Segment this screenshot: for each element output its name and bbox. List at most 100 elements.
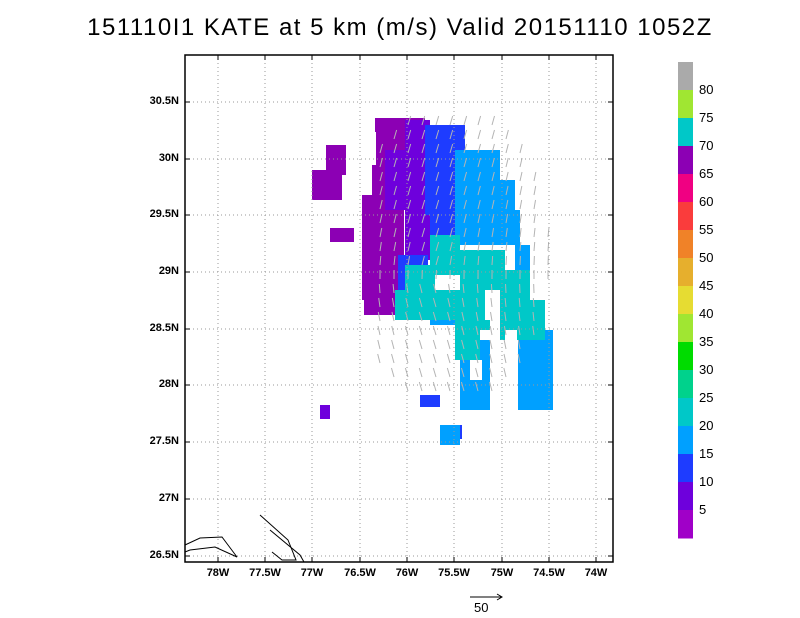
lon-tick-label: 78W: [206, 567, 230, 579]
lat-tick-label: 30N: [158, 152, 179, 164]
wind-arrow: [477, 199, 481, 210]
wind-arrow: [404, 339, 409, 350]
colorbar-label: 25: [699, 390, 714, 405]
wind-arrow: [491, 255, 494, 266]
wind-arrow: [393, 129, 398, 140]
wind-arrow: [435, 157, 440, 168]
wind-arrow: [393, 199, 397, 210]
wind-arrow: [421, 185, 426, 196]
wind-arrow: [477, 157, 481, 168]
wind-arrow: [462, 283, 465, 294]
wind-arrow: [449, 227, 453, 238]
wind-arrow: [449, 115, 454, 126]
colorbar-segment: [678, 146, 693, 175]
colorbar-label: 10: [699, 474, 714, 489]
lat-tick-label: 29.5N: [149, 208, 179, 220]
wind-arrow: [519, 199, 523, 210]
colorbar-segment: [678, 286, 693, 315]
wind-arrow: [519, 227, 522, 238]
wind-arrow: [377, 311, 381, 322]
wind-arrow: [461, 311, 465, 322]
axis-ticks: [185, 55, 613, 562]
wind-arrow: [379, 199, 383, 210]
wind-arrow: [518, 311, 521, 322]
wind-arrow: [504, 311, 507, 322]
wind-arrow: [532, 311, 535, 322]
colorbar-segment: [678, 118, 693, 147]
wind-arrow: [446, 325, 451, 336]
wind-speed-field: [312, 115, 553, 445]
wind-arrow: [505, 129, 509, 140]
wind-arrow: [449, 199, 454, 210]
wind-arrow: [407, 213, 412, 224]
wind-arrow: [379, 171, 383, 182]
lat-tick-label: 28.5N: [149, 322, 179, 334]
wind-arrow: [463, 199, 467, 210]
wind-arrow: [393, 227, 397, 238]
wind-arrow: [503, 339, 507, 350]
lon-tick-label: 77W: [300, 567, 324, 579]
wind-arrow: [405, 325, 409, 336]
wind-arrow: [391, 311, 395, 322]
no-data-cell: [505, 330, 517, 370]
wind-speed-cell: [326, 145, 346, 175]
wind-arrow: [491, 171, 495, 182]
wind-arrow: [406, 283, 409, 294]
wind-arrow: [393, 213, 397, 224]
wind-arrow: [405, 311, 409, 322]
map-title: 151110I1 KATE at 5 km (m/s) Valid 201511…: [87, 14, 713, 41]
wind-arrow: [519, 185, 523, 196]
wind-speed-cell: [518, 330, 553, 410]
wind-arrow: [418, 339, 423, 350]
wind-arrow: [491, 241, 494, 252]
wind-arrow: [418, 367, 423, 378]
coastline-abaco: [184, 536, 238, 558]
wind-arrow: [393, 143, 398, 154]
colorbar-label: 50: [699, 250, 714, 265]
lon-tick-label: 76.5W: [344, 567, 376, 579]
wind-arrow: [418, 311, 423, 322]
wind-arrow: [491, 185, 495, 196]
wind-arrow: [489, 325, 493, 336]
wind-arrow: [505, 143, 509, 154]
wind-arrow: [432, 339, 437, 350]
colorbar-segment: [678, 62, 693, 91]
wind-arrow: [476, 283, 479, 294]
wind-arrow: [432, 381, 437, 392]
wind-arrow: [435, 227, 440, 238]
colorbar-segment: [678, 314, 693, 343]
wind-arrow: [519, 241, 522, 252]
wind-speed-cell: [500, 210, 520, 245]
wind-arrow: [460, 381, 465, 392]
wind-arrow: [421, 255, 425, 266]
colorbar-segment: [678, 510, 693, 539]
wind-arrow: [404, 353, 409, 364]
wind-arrow: [421, 241, 426, 252]
colorbar-label: 30: [699, 362, 714, 377]
wind-arrow: [421, 171, 426, 182]
wind-arrow: [504, 297, 507, 308]
wind-arrow: [449, 171, 454, 182]
wind-arrow: [432, 367, 437, 378]
colorbar-label: 40: [699, 306, 714, 321]
wind-arrow: [503, 325, 507, 336]
map-grid: [185, 55, 613, 562]
lat-tick-label: 27.5N: [149, 435, 179, 447]
wind-arrow: [519, 171, 523, 182]
wind-arrow: [477, 241, 480, 252]
lon-tick-label: 75W: [490, 567, 514, 579]
wind-arrow: [505, 157, 509, 168]
coastline: [184, 514, 305, 563]
wind-arrow: [433, 283, 437, 294]
wind-arrow: [505, 227, 508, 238]
wind-arrow: [533, 171, 537, 182]
wind-arrow: [418, 353, 423, 364]
wind-arrow: [505, 199, 509, 210]
wind-arrow: [505, 171, 509, 182]
wind-arrow: [418, 297, 423, 308]
wind-arrow: [489, 339, 493, 350]
wind-arrow: [547, 227, 550, 238]
wind-arrow: [432, 325, 437, 336]
wind-arrow: [449, 157, 454, 168]
